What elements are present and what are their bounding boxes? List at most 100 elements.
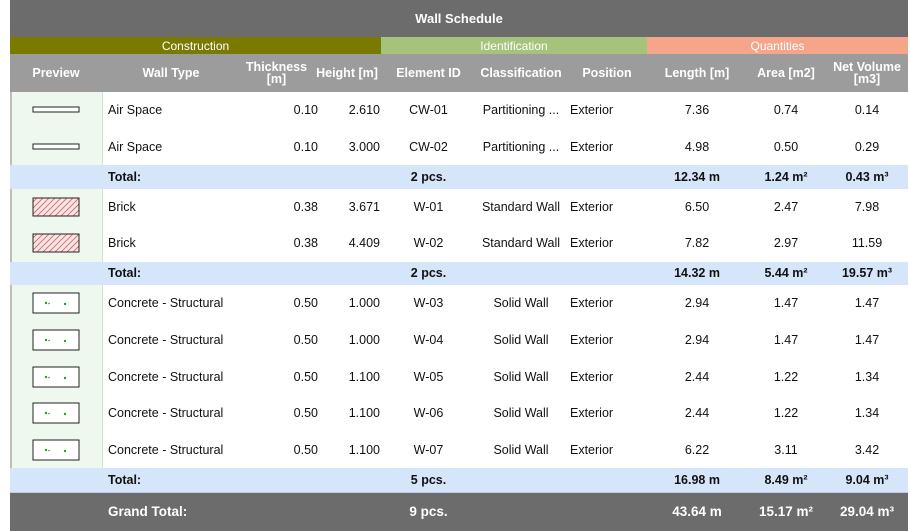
cell-area: 2.97 [773, 236, 799, 251]
preview-cell [10, 358, 103, 395]
table-row[interactable]: Brick 0.38 3.671 W-01 Standard Wall Exterior 6… [10, 188, 908, 227]
grand-total-area: 15.17 m² [758, 504, 814, 520]
total-label: Total: [108, 472, 142, 487]
preview-cell [10, 492, 102, 531]
cell-length: 2.94 [684, 333, 710, 348]
cell-position: Exterior [570, 333, 614, 348]
table-row[interactable]: Concrete - Structural 0.50 1.100 W-07 Solid … [10, 431, 908, 470]
total-row: Total: 2 pcs. 14.32 m 5.44 m² 19.57 m³ [10, 261, 908, 287]
column-header-row: Preview Wall Type Thickness [m] Height [… [10, 54, 908, 92]
cell-classification: Solid Wall [493, 406, 549, 421]
preview-cell [10, 165, 102, 189]
column-header-wall-type[interactable]: Wall Type [142, 66, 200, 80]
cell-position: Exterior [570, 296, 614, 311]
schedule-title: Wall Schedule [10, 0, 908, 37]
row-left-border [10, 128, 12, 166]
total-area: 5.44 m² [764, 266, 808, 281]
table-row[interactable]: Air Space 0.10 3.000 CW-02 Partitioning ... E… [10, 128, 908, 167]
total-row: Total: 5 pcs. 16.98 m 8.49 m² 9.04 m³ [10, 468, 908, 493]
cell-height: 3.000 [348, 139, 380, 154]
cell-wall-type: Concrete - Structural [108, 333, 224, 348]
preview-cell [10, 468, 102, 492]
row-left-border [10, 358, 12, 395]
cell-wall-type: Brick [108, 199, 136, 214]
column-header-position[interactable]: Position [582, 66, 632, 80]
cell-thickness: 0.50 [293, 442, 318, 457]
total-area: 1.24 m² [764, 169, 808, 184]
concrete-hatch-icon [32, 439, 80, 461]
column-header-classification[interactable]: Classification [480, 66, 562, 80]
cell-area: 3.11 [774, 442, 798, 457]
preview-cell [10, 92, 103, 129]
table-row[interactable]: Air Space 0.10 2.610 CW-01 Partitioning ... E… [10, 92, 908, 130]
table-row[interactable]: Concrete - Structural 0.50 1.000 W-04 Solid … [10, 321, 908, 360]
concrete-hatch-icon [32, 366, 80, 388]
column-header-net-volume[interactable]: Net Volume [m3] [833, 60, 901, 86]
preview-cell [10, 261, 102, 286]
table-row[interactable]: Concrete - Structural 0.50 1.100 W-06 Solid … [10, 395, 908, 433]
cell-net-volume: 3.42 [854, 442, 880, 457]
cell-wall-type: Air Space [108, 139, 163, 154]
column-header-element-id[interactable]: Element ID [396, 66, 461, 80]
column-header-length[interactable]: Length [m] [664, 66, 730, 80]
group-header-construction: Construction [10, 37, 381, 54]
column-header-preview[interactable]: Preview [32, 66, 80, 80]
total-length: 14.32 m [674, 266, 720, 281]
cell-area: 1.47 [773, 333, 799, 348]
concrete-hatch-icon [32, 329, 80, 351]
cell-element-id: CW-01 [409, 103, 448, 118]
cell-wall-type: Brick [108, 236, 136, 251]
concrete-hatch-icon [32, 292, 80, 314]
cell-height: 1.100 [348, 406, 380, 421]
cell-length: 7.82 [684, 236, 710, 251]
group-header-identification: Identification [381, 37, 647, 54]
cell-area: 2.47 [773, 199, 799, 214]
total-net-volume: 0.43 m³ [845, 169, 889, 184]
cell-classification: Partitioning ... [482, 103, 560, 118]
row-left-border [10, 92, 12, 129]
row-left-border [10, 285, 12, 322]
cell-length: 6.22 [684, 442, 710, 457]
cell-element-id: W-06 [413, 406, 444, 421]
cell-area: 0.50 [773, 139, 799, 154]
grand-total-row: Grand Total: 9 pcs. 43.64 m 15.17 m² 29.04 m… [10, 492, 908, 531]
cell-area: 1.22 [773, 406, 799, 421]
column-header-area[interactable]: Area [m2] [757, 66, 815, 80]
total-label: Total: [108, 169, 142, 184]
column-header-thickness[interactable]: Thickness [m] [245, 60, 308, 86]
brick-hatch-icon [32, 197, 80, 217]
row-left-border [10, 188, 12, 226]
table-row[interactable]: Concrete - Structural 0.50 1.100 W-05 Solid … [10, 358, 908, 396]
row-left-border [10, 225, 12, 262]
row-left-border [10, 431, 12, 469]
cell-height: 1.000 [348, 333, 380, 348]
cell-position: Exterior [570, 369, 614, 384]
table-row[interactable]: Concrete - Structural 0.50 1.000 W-03 Solid … [10, 285, 908, 323]
cell-net-volume: 1.47 [854, 333, 880, 348]
cell-classification: Solid Wall [493, 442, 549, 457]
cell-position: Exterior [570, 139, 614, 154]
cell-wall-type: Air Space [108, 103, 163, 118]
cell-height: 1.100 [348, 442, 380, 457]
cell-thickness: 0.38 [293, 236, 318, 251]
cell-thickness: 0.10 [293, 139, 318, 154]
row-left-border [10, 321, 12, 359]
cell-thickness: 0.38 [293, 199, 318, 214]
cell-classification: Partitioning ... [482, 139, 560, 154]
cell-element-id: W-01 [413, 199, 444, 214]
column-header-height[interactable]: Height [m] [316, 66, 378, 80]
cell-position: Exterior [570, 103, 614, 118]
cell-area: 1.47 [773, 296, 799, 311]
cell-classification: Solid Wall [493, 296, 549, 311]
cell-height: 1.000 [348, 296, 380, 311]
preview-cell [10, 285, 103, 322]
table-row[interactable]: Brick 0.38 4.409 W-02 Standard Wall Exterior 7… [10, 225, 908, 263]
cell-area: 0.74 [773, 103, 799, 118]
cell-classification: Standard Wall [481, 199, 561, 214]
cell-thickness: 0.50 [293, 296, 318, 311]
cell-length: 2.44 [684, 406, 710, 421]
cell-height: 1.100 [348, 369, 380, 384]
air-space-icon [32, 143, 80, 150]
cell-position: Exterior [570, 236, 614, 251]
total-length: 16.98 m [674, 472, 720, 487]
